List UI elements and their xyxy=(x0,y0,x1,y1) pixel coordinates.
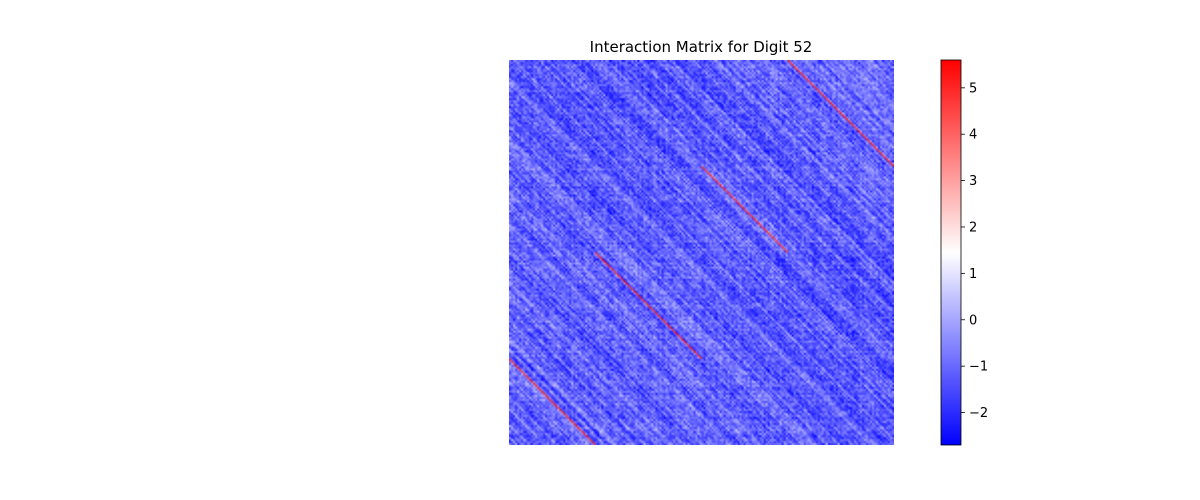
colorbar-tick-label: 4 xyxy=(969,128,977,143)
colorbar-tick-label: 1 xyxy=(969,267,977,282)
colorbar-tick-label: 3 xyxy=(969,174,977,189)
colorbar: −2 −1 0 1 2 3 4 5 xyxy=(940,59,988,446)
colorbar-tick-label: 0 xyxy=(969,313,977,328)
heatmap-plot-area xyxy=(509,60,894,445)
colorbar-gradient xyxy=(940,59,962,446)
chart-title: Interaction Matrix for Digit 52 xyxy=(590,38,813,56)
colorbar-ticks: −2 −1 0 1 2 3 4 5 xyxy=(961,81,988,421)
colorbar-tick-label: 2 xyxy=(969,220,977,235)
heatmap-cells xyxy=(509,60,894,445)
colorbar-tick-label: 5 xyxy=(969,81,977,96)
colorbar-tick-label: −2 xyxy=(969,406,988,421)
colorbar-tick-label: −1 xyxy=(969,360,988,375)
